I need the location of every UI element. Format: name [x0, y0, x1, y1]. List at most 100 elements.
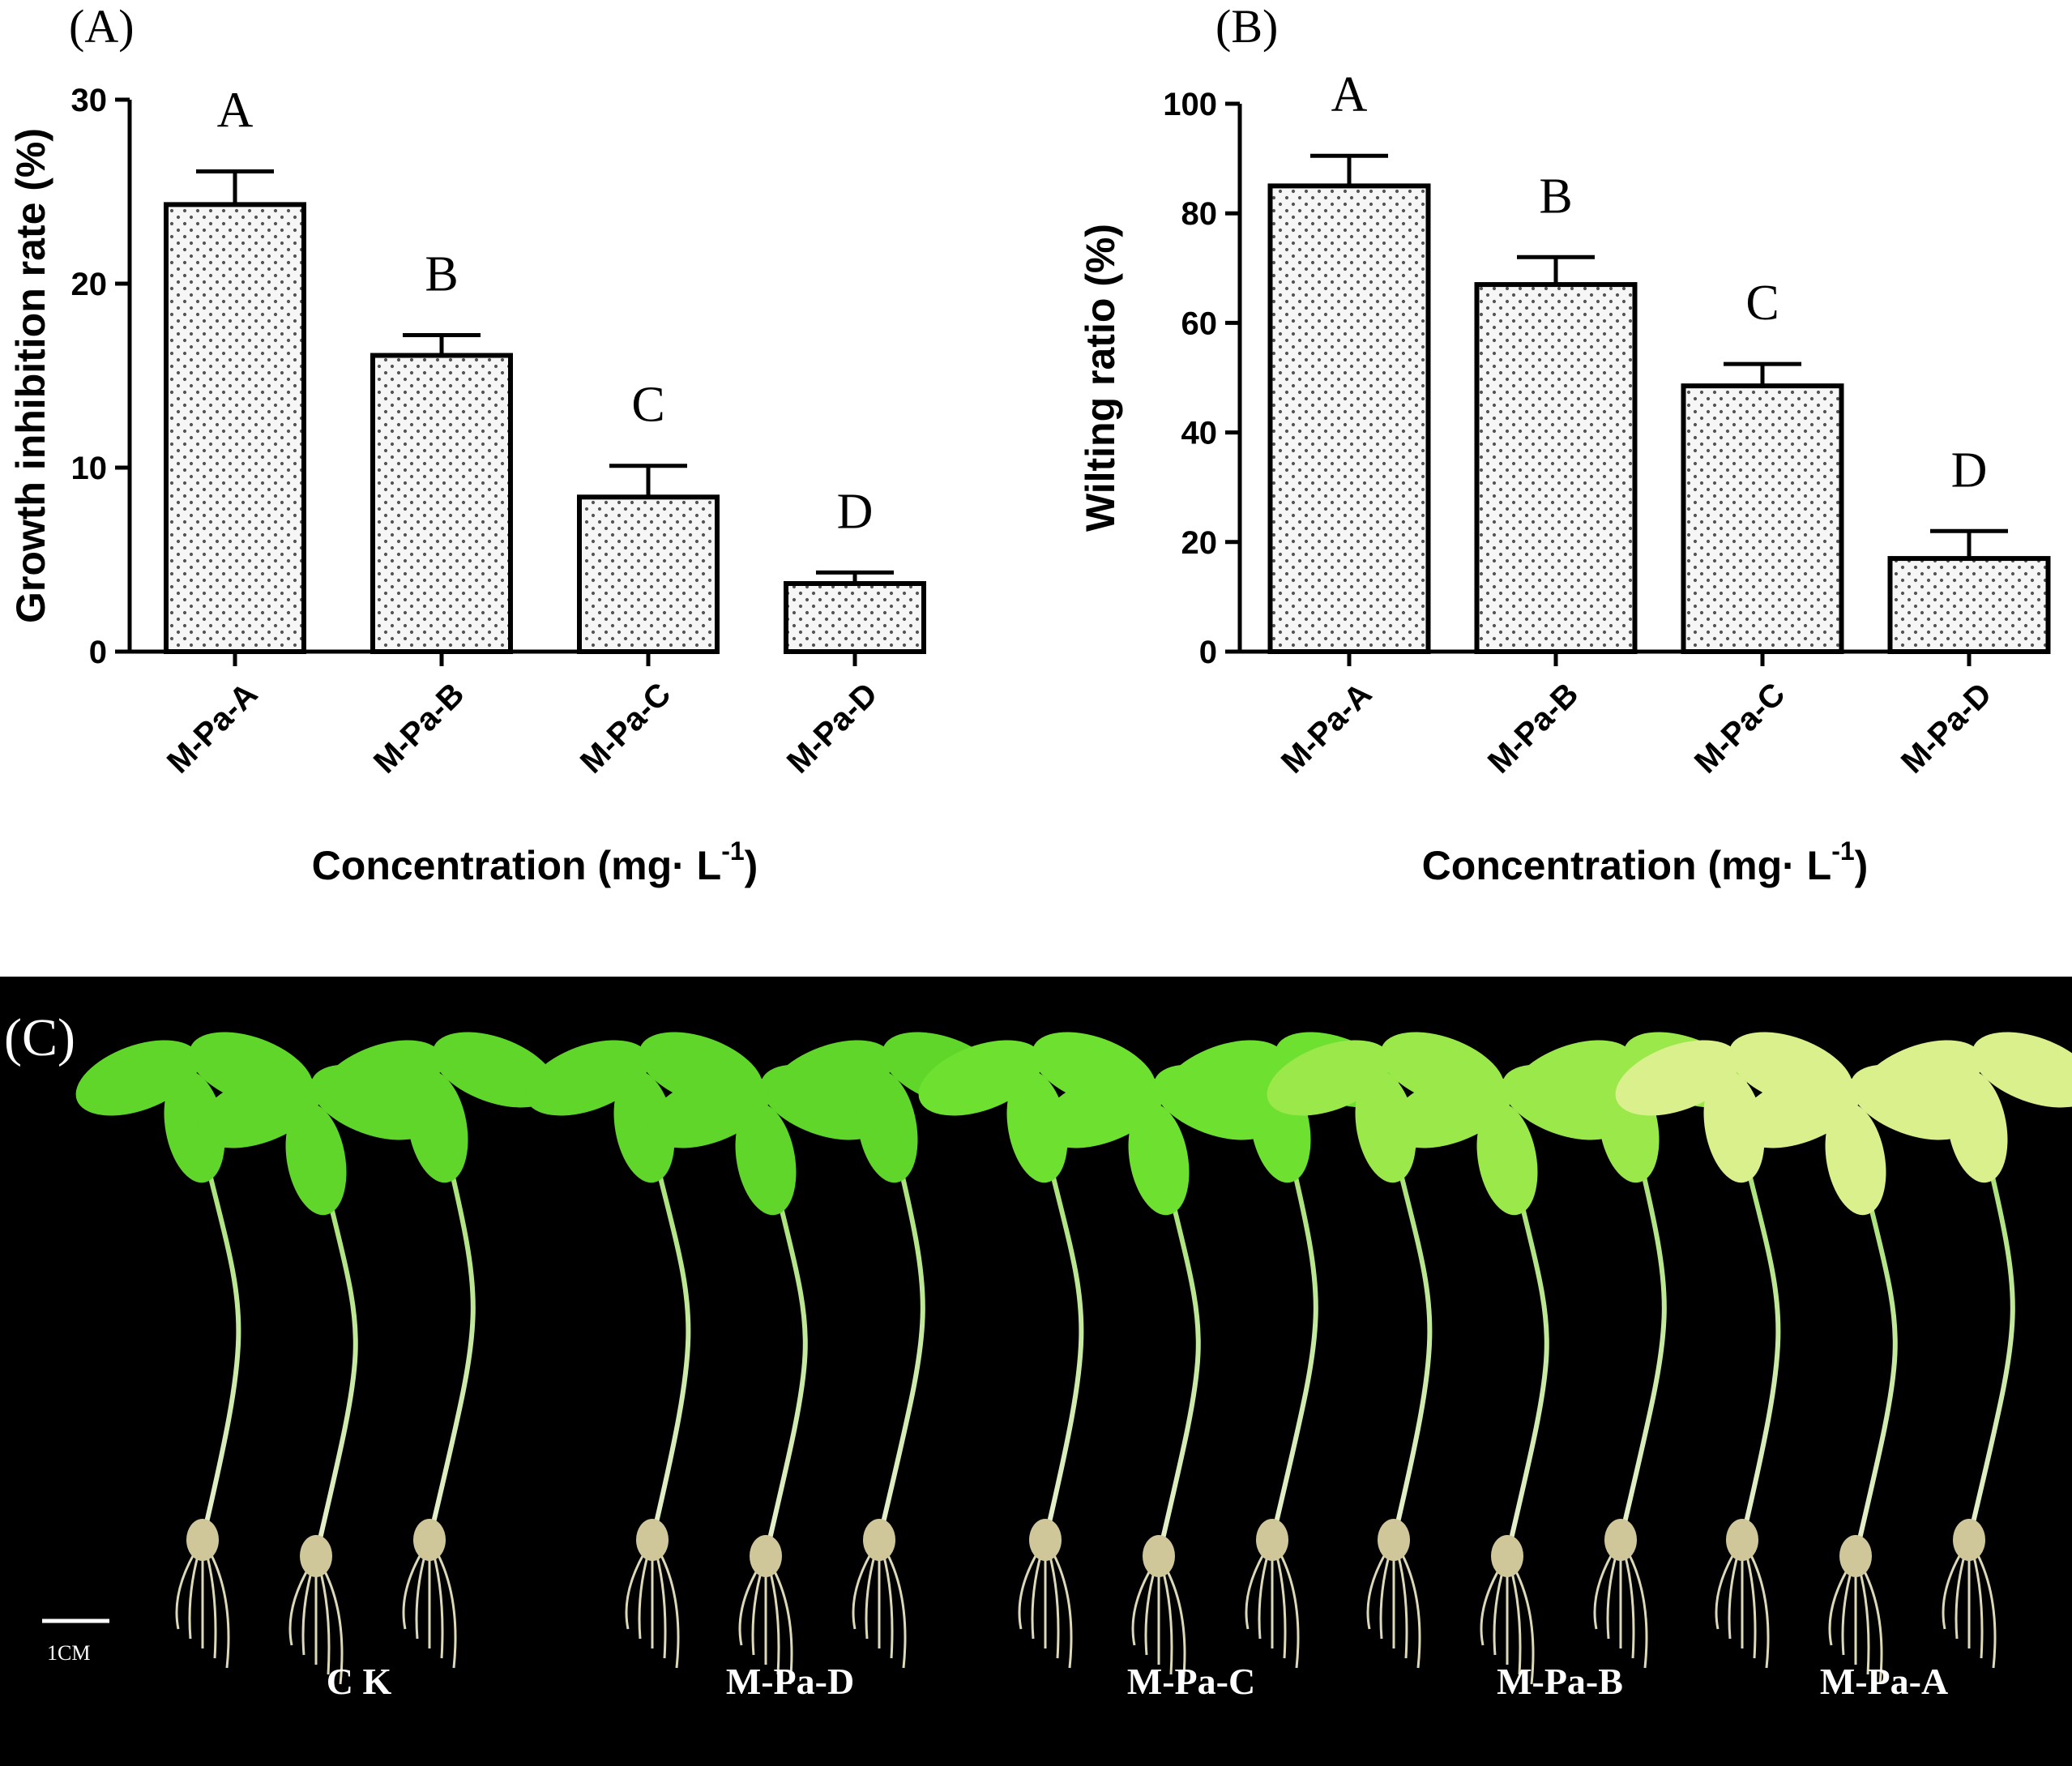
chart-a-marks: 0 10 20 30 A M-Pa-A B M-Pa-B C M-Pa-C D M-Pa-D Growt…	[8, 83, 926, 888]
scale-bar-label: 1CM	[47, 1641, 90, 1665]
stem-shape	[1967, 1110, 2015, 1541]
y-tick-label: 30	[71, 83, 108, 118]
leaf-shape	[1128, 1102, 1190, 1216]
seed-shape	[636, 1519, 669, 1561]
panel-label-a: (A)	[69, 0, 135, 53]
significance-label: C	[1745, 276, 1779, 331]
y-tick-label: 60	[1181, 306, 1218, 341]
bar-m-pa-c	[1681, 383, 1844, 654]
x-tick-label: M-Pa-D	[780, 676, 885, 780]
x-tick-label: M-Pa-B	[1481, 676, 1586, 780]
y-tick-label: 10	[71, 451, 108, 486]
leaf-shape	[1825, 1102, 1886, 1216]
seedling-group	[918, 1032, 1399, 1685]
seed-shape	[413, 1519, 446, 1561]
leaf-shape	[1972, 1032, 2072, 1108]
x-axis-title-end: )	[1855, 843, 1869, 888]
stem-shape	[314, 1142, 358, 1557]
significance-label: B	[425, 247, 458, 302]
x-tick-label: M-Pa-B	[367, 676, 472, 780]
leaf-shape	[857, 1070, 918, 1183]
leaf-shape	[1006, 1070, 1068, 1183]
seed-shape	[863, 1519, 895, 1561]
x-axis-title-main: Concentration (mg· L	[1422, 843, 1832, 888]
y-axis-title: Growth inhibition rate (%)	[8, 128, 53, 623]
bar-m-pa-d	[784, 581, 926, 655]
seedling-photo: (C) 1CM C K M-Pa-D M-Pa-C M-Pa-B M-Pa-A	[0, 977, 2072, 1766]
seed-shape	[1143, 1535, 1175, 1577]
seed-shape	[1029, 1519, 1062, 1561]
x-axis-title: Concentration (mg· L-1)	[312, 836, 758, 888]
leaf-shape	[1946, 1070, 2008, 1183]
photo-group-labels: C K M-Pa-D M-Pa-C M-Pa-B M-Pa-A	[327, 1661, 1948, 1702]
x-tick-label: M-Pa-D	[1895, 676, 1999, 780]
stem-shape	[427, 1110, 476, 1541]
significance-label: D	[1951, 443, 1988, 498]
leaf-shape	[1476, 1102, 1538, 1216]
leaf-shape	[164, 1070, 225, 1183]
y-tick-label: 100	[1163, 87, 1217, 122]
photo-group-label: C K	[327, 1661, 392, 1702]
chart-wilting-ratio: (B) 0 20 40 60 80 100 A M-Pa-A B M-Pa-B C M-Pa-C D M-…	[1078, 0, 2051, 888]
x-tick-label: M-Pa-C	[1688, 676, 1792, 780]
significance-label: B	[1539, 169, 1572, 224]
y-tick-label: 20	[1181, 525, 1218, 561]
seed-shape	[1491, 1535, 1523, 1577]
x-axis-title-main: Concentration (mg· L	[312, 843, 722, 888]
x-axis-title: Concentration (mg· L-1)	[1422, 836, 1869, 888]
stem-shape	[1853, 1142, 1898, 1557]
seed-shape	[186, 1519, 219, 1561]
stem-shape	[1156, 1142, 1201, 1557]
y-tick-label: 0	[89, 635, 107, 670]
significance-label: D	[837, 484, 874, 539]
bar-m-pa-d	[1887, 556, 2051, 655]
x-axis-title-end: )	[745, 843, 758, 888]
significance-label: A	[217, 83, 254, 139]
leaf-shape	[613, 1070, 675, 1183]
panel-label-c: (C)	[4, 1008, 75, 1067]
significance-label: C	[631, 378, 664, 433]
bar-m-pa-a	[1267, 183, 1431, 654]
photo-group-label: M-Pa-C	[1127, 1661, 1255, 1702]
stem-shape	[642, 1110, 691, 1541]
seed-shape	[1839, 1535, 1872, 1577]
bar-m-pa-a	[164, 202, 306, 654]
bar-m-pa-c	[577, 494, 720, 654]
stem-shape	[1732, 1110, 1781, 1541]
leaf-shape	[735, 1102, 797, 1216]
seedling-group	[1615, 1032, 2072, 1685]
leaf-shape	[285, 1102, 347, 1216]
y-axis-title: Wilting ratio (%)	[1078, 224, 1123, 532]
x-tick-label: M-Pa-A	[1275, 676, 1379, 780]
x-tick-label: M-Pa-C	[574, 676, 678, 780]
y-tick-label: 20	[71, 267, 108, 302]
seed-shape	[1378, 1519, 1410, 1561]
seed-shape	[750, 1535, 782, 1577]
seedling-group	[75, 1032, 557, 1685]
leaf-shape	[407, 1070, 468, 1183]
photo-group-label: M-Pa-D	[726, 1661, 854, 1702]
stem-shape	[877, 1110, 925, 1541]
photo-group-label: M-Pa-B	[1497, 1661, 1623, 1702]
seed-shape	[1726, 1519, 1758, 1561]
x-axis-title-sup: -1	[1831, 836, 1854, 866]
seed-shape	[1256, 1519, 1288, 1561]
bar-m-pa-b	[1474, 282, 1638, 654]
stem-shape	[1505, 1142, 1549, 1557]
seed-shape	[300, 1535, 332, 1577]
seed-shape	[1953, 1519, 1985, 1561]
x-axis-title-sup: -1	[721, 836, 744, 866]
significance-label: A	[1331, 67, 1368, 122]
chart-growth-inhibition: (A) 0 10 20 30 A M-Pa-A B M-Pa-B C M-Pa-C D M-Pa-D G…	[8, 0, 926, 888]
stem-shape	[192, 1110, 241, 1541]
seedling-illustrations	[75, 1032, 2072, 1685]
stem-shape	[1035, 1110, 1084, 1541]
leaf-shape	[1703, 1070, 1765, 1183]
chart-b-marks: 0 20 40 60 80 100 A M-Pa-A B M-Pa-B C M-Pa-C D M-Pa-D…	[1078, 67, 2051, 888]
bar-m-pa-b	[370, 353, 513, 654]
y-tick-label: 0	[1199, 635, 1217, 670]
panel-label-b: (B)	[1215, 0, 1278, 53]
stem-shape	[1618, 1110, 1667, 1541]
leaf-shape	[1355, 1070, 1416, 1183]
